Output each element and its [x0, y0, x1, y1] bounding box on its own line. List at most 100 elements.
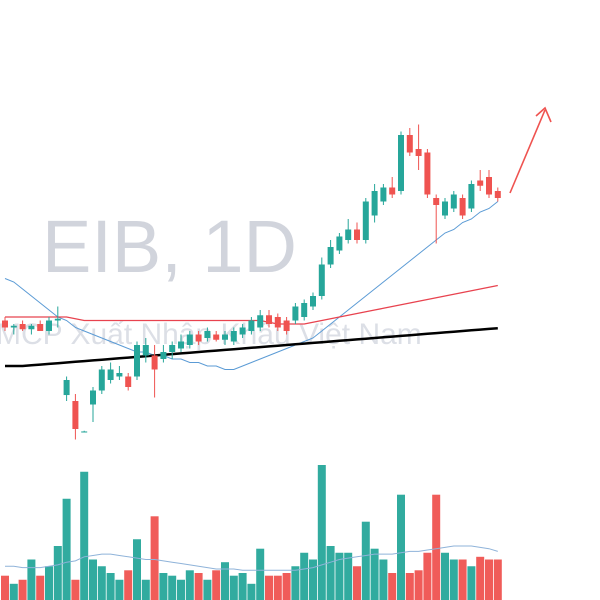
volume-bar — [476, 556, 485, 600]
moving-average — [5, 326, 498, 368]
candle-body — [318, 264, 325, 296]
candle-body — [230, 331, 237, 342]
volume-bar — [449, 559, 458, 600]
volume-bar — [273, 575, 282, 600]
volume-bar — [423, 552, 432, 600]
candle-body — [274, 317, 281, 328]
candle-body — [81, 431, 88, 433]
candle-body — [389, 187, 396, 195]
volume-bar — [203, 579, 212, 600]
volume-bar — [238, 573, 247, 600]
moving-average — [4, 201, 499, 370]
candle-body — [380, 187, 387, 202]
volume-bar — [467, 566, 476, 600]
candle-body — [486, 177, 492, 195]
candle-body — [10, 325, 17, 328]
candle-body — [151, 355, 158, 370]
candle-body — [292, 306, 299, 321]
candle-body — [72, 401, 79, 429]
volume-bar — [194, 573, 203, 600]
candle-body — [186, 334, 193, 345]
volume-bar — [71, 579, 80, 600]
volume-bar — [388, 573, 397, 600]
volume-bar — [159, 573, 168, 600]
candle-body — [98, 369, 105, 391]
volume-bar — [141, 579, 150, 600]
volume-bar — [335, 552, 344, 600]
candle-body — [433, 198, 440, 205]
volume-bar — [62, 498, 71, 600]
volume-bar — [441, 552, 449, 600]
volume-bar — [133, 539, 141, 600]
volume-bar — [27, 559, 36, 600]
candle-body — [327, 247, 334, 265]
volume-bar — [405, 573, 414, 600]
candle-body — [257, 315, 264, 328]
volume-bar — [317, 465, 326, 600]
candle-body — [248, 320, 255, 331]
candle-body — [336, 236, 343, 251]
candle-body — [345, 229, 352, 240]
candle-body — [90, 390, 96, 405]
candle-body — [63, 380, 70, 396]
candle-layer — [2, 124, 501, 440]
candle-body — [406, 135, 413, 153]
candle-body — [195, 334, 202, 342]
candle-body — [442, 201, 448, 216]
volume-bar — [115, 579, 124, 600]
watermark-subtitle: MCP Xuất Nhập Khẩu Việt Nam — [0, 318, 422, 351]
volume-bar — [221, 562, 229, 600]
volume-bar — [397, 494, 405, 600]
candle-body — [398, 135, 404, 191]
volume-bar — [53, 546, 62, 600]
arrow-annotation — [509, 106, 552, 194]
candle-body — [468, 184, 475, 209]
volume-bar — [414, 570, 423, 600]
volume-bar — [124, 570, 133, 600]
volume-bar — [247, 583, 256, 600]
candle-body — [116, 373, 123, 377]
candle-body — [222, 334, 228, 340]
volume-bar — [432, 494, 441, 600]
volume-bar — [309, 559, 317, 600]
candle-body — [459, 198, 466, 216]
candle-body — [362, 201, 369, 240]
volume-bar — [185, 570, 194, 600]
volume-layer — [1, 465, 502, 600]
candle-body — [354, 229, 360, 240]
candle-body — [125, 376, 132, 387]
candle-body — [28, 325, 35, 330]
volume-bar — [97, 566, 106, 600]
candle-body — [415, 149, 422, 156]
volume-bar — [458, 559, 467, 600]
candle-body — [283, 320, 290, 331]
candle-body — [310, 296, 316, 307]
candle-body — [204, 331, 211, 338]
candle-body — [160, 352, 167, 359]
volume-bar — [177, 579, 185, 600]
volume-bar — [265, 575, 273, 600]
volume-bar — [18, 579, 27, 600]
candle-body — [134, 345, 140, 377]
candle-body — [37, 324, 44, 331]
watermark-title: EIB, 1D — [42, 205, 297, 288]
volume-bar — [80, 471, 89, 600]
volume-bar — [229, 575, 238, 600]
volume-bar — [300, 552, 309, 600]
volume-bar — [168, 575, 177, 600]
volume-bar — [370, 548, 379, 600]
volume-bar — [1, 575, 9, 600]
volume-bar — [212, 570, 221, 600]
candle-body — [477, 180, 484, 186]
candle-body — [450, 194, 457, 209]
candle-body — [169, 345, 176, 352]
volume-bar — [361, 521, 370, 600]
candle-body — [239, 327, 246, 335]
candle-body — [54, 318, 61, 321]
candle-body — [494, 191, 501, 198]
candle-body — [19, 324, 26, 330]
volume-bar — [326, 546, 335, 600]
volume-bar — [106, 573, 115, 600]
volume-bar — [353, 566, 361, 600]
